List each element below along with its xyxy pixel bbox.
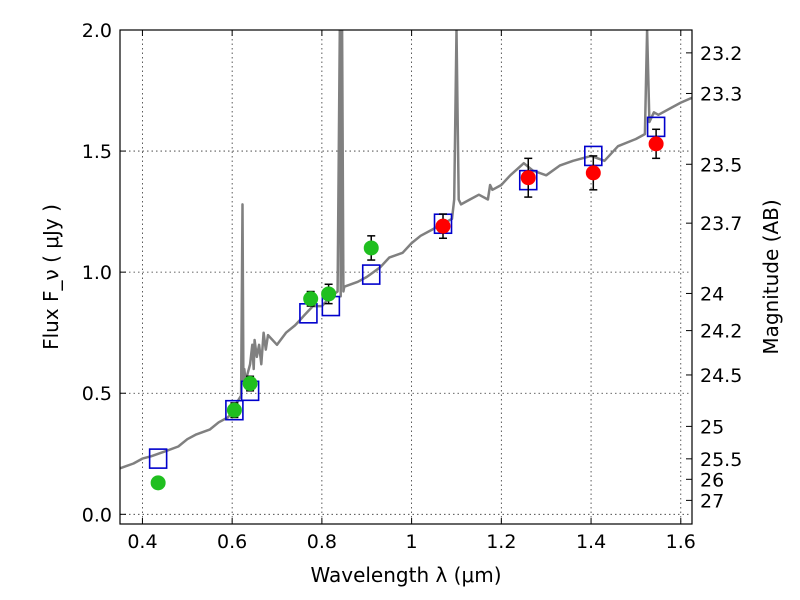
x-tick-label: 1.2 <box>486 531 516 553</box>
grid-lines <box>120 29 692 524</box>
x-tick-label: 0.4 <box>127 531 157 553</box>
magnitude-tick-label: 23.3 <box>700 83 742 105</box>
spectrum-layer <box>120 30 692 470</box>
axis-ticks: 0.4 0.6 0.8 1 1.2 1.4 1.6 0.0 0.5 1.0 1.5 2.0 23.2 23… <box>82 20 743 553</box>
x-tick-label: 0.8 <box>307 531 337 553</box>
y-tick-label: 1.5 <box>82 141 112 163</box>
optical-point <box>321 286 337 302</box>
y-tick-label: 0.5 <box>82 383 112 405</box>
model-square <box>225 399 244 421</box>
magnitude-tick-label: 25.5 <box>700 449 742 471</box>
magnitude-tick-label: 23.7 <box>700 213 742 235</box>
x-tick-label: 1.6 <box>666 531 696 553</box>
spectrum-line <box>120 30 692 470</box>
magnitude-tick-label: 26 <box>700 469 724 491</box>
nir-point <box>585 165 601 181</box>
optical-point <box>363 240 379 256</box>
plot-frame <box>119 29 693 525</box>
nir-point <box>648 136 664 152</box>
x-tick-label: 1.4 <box>576 531 606 553</box>
photometry-points-layer <box>150 128 664 491</box>
magnitude-tick-label: 23.2 <box>700 43 742 65</box>
model-square <box>361 264 381 285</box>
x-tick-label: 1 <box>406 531 418 553</box>
y-axis-label: Flux F_ν ( μJy ) <box>39 204 63 350</box>
magnitude-tick-label: 23.5 <box>700 154 742 176</box>
nir-point <box>435 218 451 234</box>
magnitude-tick-label: 24.2 <box>700 321 742 343</box>
optical-point <box>150 475 166 491</box>
y-tick-label: 0.0 <box>82 504 112 526</box>
x-tick-label: 0.6 <box>217 531 247 553</box>
x-axis-label: Wavelength λ (μm) <box>310 563 501 587</box>
optical-point <box>242 376 258 392</box>
magnitude-tick-label: 27 <box>700 490 724 512</box>
magnitude-tick-label: 24 <box>700 283 724 305</box>
optical-point <box>303 291 319 307</box>
magnitude-tick-label: 24.5 <box>700 365 742 387</box>
optical-point <box>226 402 242 418</box>
y-tick-label: 2.0 <box>82 20 112 42</box>
model-square <box>148 448 168 469</box>
nir-point <box>520 170 536 186</box>
y-tick-label: 1.0 <box>82 262 112 284</box>
magnitude-tick-label: 25 <box>700 416 724 438</box>
magnitude-axis-label: Magnitude (AB) <box>759 199 783 354</box>
